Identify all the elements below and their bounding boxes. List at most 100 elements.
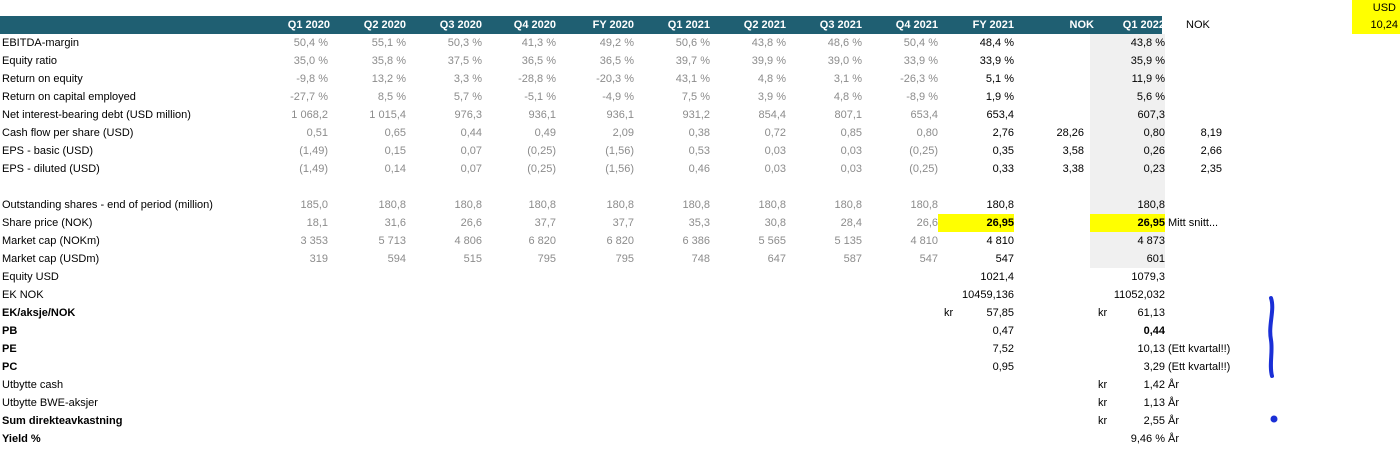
cell-q1-2022[interactable]: 1,13 [1143,397,1165,409]
cell-historical[interactable]: 39,0 % [827,55,862,67]
cell-historical[interactable]: 180,8 [454,199,482,211]
cell-historical[interactable]: -9,8 % [296,73,328,85]
row-label[interactable]: PC [2,361,18,373]
cell-historical[interactable]: (0,25) [909,145,938,157]
cell-historical[interactable]: 50,3 % [447,37,482,49]
cell-q1-2022[interactable]: 11052,032 [1113,289,1165,301]
cell-historical[interactable]: 41,3 % [521,37,556,49]
cell-historical[interactable]: (1,49) [299,163,328,175]
cell-fy2021[interactable]: 0,95 [992,361,1014,373]
cell-q1-2022[interactable]: 11,9 % [1131,73,1165,85]
cell-historical[interactable]: 43,8 % [751,37,786,49]
cell-nok[interactable] [1020,232,1084,250]
row-label[interactable]: EK/aksje/NOK [2,307,76,319]
cell-historical[interactable]: 50,6 % [675,37,710,49]
cell-historical[interactable]: 13,2 % [371,73,406,85]
row-label[interactable]: Net interest-bearing debt (USD million) [2,109,191,121]
row-label[interactable]: Equity USD [2,271,59,283]
cell-fy2021[interactable]: 4 810 [986,235,1014,247]
row-label[interactable]: Utbytte cash [2,379,64,391]
unit-cell[interactable]: År [1168,379,1179,391]
cell-historical[interactable]: 931,2 [682,109,710,121]
cell-nok-q1-2022[interactable] [1160,232,1222,250]
header-nok-right[interactable]: NOK [1186,19,1210,31]
cell-historical[interactable]: 936,1 [528,109,556,121]
cell-historical[interactable] [872,178,938,196]
cell-historical[interactable]: (0,25) [527,163,556,175]
cell-nok[interactable]: 3,38 [1062,163,1084,175]
cell-fy2021[interactable]: 0,33 [992,163,1014,175]
cell-historical[interactable]: 854,4 [758,109,786,121]
cell-historical[interactable]: 0,80 [916,127,938,139]
cell-historical[interactable]: 653,4 [910,109,938,121]
cell-historical[interactable]: -5,1 % [524,91,556,103]
cell-historical[interactable]: (1,56) [605,145,634,157]
cell-q1-2022[interactable]: 2,55 [1143,415,1165,427]
cell-historical[interactable]: 37,7 [534,217,556,229]
cell-historical[interactable] [720,178,786,196]
cell-q1-2022[interactable]: 35,9 % [1130,55,1165,67]
cell-q1-2022[interactable]: 61,13 [1137,307,1165,319]
cell-historical[interactable]: -8,9 % [906,91,938,103]
cell-historical[interactable]: 0,53 [688,145,710,157]
cell-historical[interactable]: 30,8 [764,217,786,229]
cell-fy2021[interactable]: 2,76 [992,127,1014,139]
cell-q1-2022[interactable]: 3,29 [1143,361,1165,373]
cell-historical[interactable] [796,178,862,196]
cell-historical[interactable]: 807,1 [834,109,862,121]
cell-q1-2022[interactable]: 180,8 [1137,199,1165,211]
cell-historical[interactable]: (1,56) [605,163,634,175]
cell-historical[interactable]: 4,8 % [757,73,786,85]
cell-q1-2022[interactable]: 1079,3 [1131,271,1165,283]
row-label[interactable]: Yield % [2,433,41,445]
cell-historical[interactable]: 43,1 % [675,73,710,85]
cell-nok[interactable] [1020,250,1084,268]
cell-nok[interactable] [1020,214,1084,232]
cell-historical[interactable]: 795 [537,253,556,265]
cell-historical[interactable]: 3,3 % [453,73,482,85]
cell-historical[interactable]: 4,8 % [833,91,862,103]
header-col[interactable]: Q1 2022 [1122,19,1165,31]
cell-historical[interactable]: 31,6 [384,217,406,229]
header-col[interactable]: Q1 2021 [667,19,710,31]
cell-historical[interactable]: -27,7 % [290,91,328,103]
note-cell[interactable]: (Ett kvartal!!) [1168,361,1231,373]
header-col[interactable]: Q2 2021 [743,19,786,31]
row-label[interactable]: Outstanding shares - end of period (mill… [2,199,213,211]
cell-historical[interactable]: 180,8 [378,199,406,211]
cell-historical[interactable]: 3 353 [300,235,328,247]
cell-historical[interactable]: (1,49) [299,145,328,157]
cell-historical[interactable]: 3,1 % [833,73,862,85]
cell-historical[interactable] [490,178,556,196]
cell-historical[interactable]: 0,14 [384,163,406,175]
cell-historical[interactable]: 0,72 [764,127,786,139]
cell-historical[interactable]: 39,7 % [675,55,710,67]
cell-historical[interactable]: 0,65 [384,127,406,139]
cell-historical[interactable]: 39,9 % [751,55,786,67]
cell-q1-2022[interactable]: 0,44 [1143,325,1165,337]
cell-nok[interactable] [1020,70,1084,88]
cell-fy2021[interactable]: 26,95 [938,214,1014,232]
row-label[interactable]: EPS - basic (USD) [2,145,94,157]
cell-q1-2022[interactable]: 1,42 [1143,379,1165,391]
cell-historical[interactable]: 0,07 [460,163,482,175]
cell-q1-2022[interactable]: 0,80 [1143,127,1165,139]
cell-historical[interactable] [340,178,406,196]
row-label[interactable]: Sum direkteavkastning [2,415,123,427]
row-label[interactable]: PE [2,343,17,355]
cell-historical[interactable]: -4,9 % [602,91,634,103]
cell-historical[interactable]: 594 [387,253,406,265]
row-label[interactable]: Market cap (USDm) [2,253,100,265]
cell-historical[interactable]: 18,1 [306,217,328,229]
cell-historical[interactable]: 5,7 % [453,91,482,103]
cell-historical[interactable]: (0,25) [909,163,938,175]
cell-historical[interactable]: 180,8 [834,199,862,211]
cell-fy2021[interactable]: 0,35 [992,145,1014,157]
cell-historical[interactable]: 0,03 [840,145,862,157]
row-label[interactable]: EBITDA-margin [2,37,80,49]
cell-historical[interactable]: 33,9 % [903,55,938,67]
cell-nok-q1-2022[interactable] [1160,250,1222,268]
cell-historical[interactable]: 48,6 % [827,37,862,49]
cell-historical[interactable]: 0,03 [840,163,862,175]
cell-nok-q1-2022[interactable] [1160,88,1222,106]
